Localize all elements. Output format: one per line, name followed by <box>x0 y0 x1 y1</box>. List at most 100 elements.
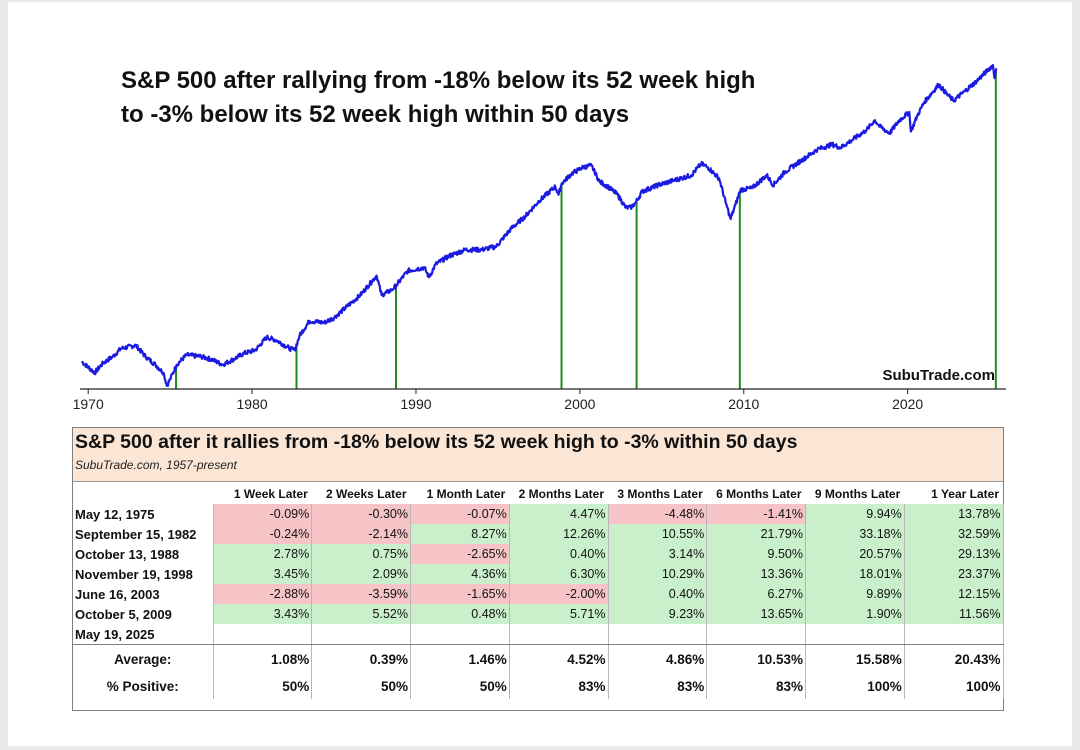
summary-cell: 100% <box>805 673 905 699</box>
col-header: 1 Week Later <box>233 487 308 501</box>
summary-label: Average: <box>73 644 214 673</box>
return-cell: 1.90% <box>805 604 905 624</box>
summary-label: % Positive: <box>73 673 214 699</box>
summary-cell: 15.58% <box>805 644 905 673</box>
return-cell: -0.07% <box>410 504 510 524</box>
row-date: September 15, 1982 <box>73 524 214 544</box>
x-axis-ticks: 1970 1980 1990 2000 2010 2020 <box>73 389 923 412</box>
row-date: November 19, 1998 <box>73 564 214 584</box>
return-cell: 9.89% <box>805 584 905 604</box>
summary-cell: 83% <box>608 673 708 699</box>
summary-cell: 4.86% <box>608 644 708 673</box>
x-tick-label: 1980 <box>237 396 268 412</box>
return-cell: 0.75% <box>311 544 411 564</box>
return-cell: 20.57% <box>805 544 905 564</box>
return-cell <box>706 624 806 645</box>
percent-positive-row: % Positive: 50% 50% 50% 83% 83% 83% 100% 100% <box>73 673 1004 699</box>
return-cell: 29.13% <box>904 544 1004 564</box>
return-cell: 10.55% <box>608 524 708 544</box>
summary-cell: 0.39% <box>311 644 411 673</box>
return-cell: 2.78% <box>213 544 313 564</box>
average-row: Average: 1.08% 0.39% 1.46% 4.52% 4.86% 10.53% 1… <box>73 644 1004 673</box>
return-cell: 3.14% <box>608 544 708 564</box>
corner-cell <box>73 482 213 504</box>
return-cell: 5.71% <box>509 604 609 624</box>
summary-cell: 1.46% <box>410 644 510 673</box>
table-row: October 13, 1988 2.78% 0.75% -2.65% 0.40% 3.1… <box>73 544 1004 564</box>
return-cell <box>410 624 510 645</box>
return-cell: 4.47% <box>509 504 609 524</box>
col-header: 2 Months Later <box>518 487 604 501</box>
summary-cell: 50% <box>311 673 411 699</box>
return-cell: 6.30% <box>509 564 609 584</box>
return-cell: 18.01% <box>805 564 905 584</box>
summary-cell: 100% <box>904 673 1004 699</box>
returns-table: 1 Week Later 2 Weeks Later 1 Month Later… <box>73 482 1004 699</box>
return-cell: -1.65% <box>410 584 510 604</box>
return-cell: -3.59% <box>311 584 411 604</box>
return-cell <box>509 624 609 645</box>
return-cell: 9.23% <box>608 604 708 624</box>
return-cell: 3.45% <box>213 564 313 584</box>
col-header: 1 Month Later <box>426 487 506 501</box>
row-date: May 12, 1975 <box>73 504 214 524</box>
col-header: 3 Months Later <box>617 487 703 501</box>
returns-table-panel: S&P 500 after it rallies from -18% below… <box>72 427 1004 711</box>
return-cell <box>904 624 1004 645</box>
sp500-line-chart: S&P 500 after rallying from -18% below i… <box>73 63 1006 412</box>
summary-cell: 10.53% <box>706 644 806 673</box>
content-card: S&P 500 after rallying from -18% below i… <box>8 2 1072 746</box>
return-cell: 32.59% <box>904 524 1004 544</box>
x-tick-label: 1990 <box>400 396 431 412</box>
return-cell: 9.94% <box>805 504 905 524</box>
return-cell: 0.40% <box>608 584 708 604</box>
table-row: May 19, 2025 <box>73 624 1004 645</box>
summary-cell: 1.08% <box>213 644 313 673</box>
col-header: 1 Year Later <box>931 487 999 501</box>
chart-title-line-1: S&P 500 after rallying from -18% below i… <box>121 67 755 94</box>
return-cell <box>213 624 313 645</box>
return-cell: 33.18% <box>805 524 905 544</box>
summary-cell: 4.52% <box>509 644 609 673</box>
col-header: 6 Months Later <box>716 487 802 501</box>
return-cell: 5.52% <box>311 604 411 624</box>
return-cell: -2.14% <box>311 524 411 544</box>
summary-cell: 20.43% <box>904 644 1004 673</box>
return-cell: 0.40% <box>509 544 609 564</box>
return-cell: 0.48% <box>410 604 510 624</box>
return-cell: 4.36% <box>410 564 510 584</box>
return-cell: -4.48% <box>608 504 708 524</box>
return-cell: 11.56% <box>904 604 1004 624</box>
return-cell: 8.27% <box>410 524 510 544</box>
x-tick-label: 1970 <box>73 396 104 412</box>
return-cell: -2.65% <box>410 544 510 564</box>
chart-watermark: SubuTrade.com <box>882 367 995 384</box>
return-cell: 2.09% <box>311 564 411 584</box>
summary-cell: 83% <box>706 673 806 699</box>
table-row: September 15, 1982 -0.24% -2.14% 8.27% 12.26… <box>73 524 1004 544</box>
return-cell <box>608 624 708 645</box>
chart-title-line-2: to -3% below its 52 week high within 50 … <box>121 101 629 128</box>
summary-cell: 50% <box>410 673 510 699</box>
sp500-series-line <box>80 63 998 387</box>
table-row: October 5, 2009 3.43% 5.52% 0.48% 5.71% 9.23%… <box>73 604 1004 624</box>
return-cell: -1.41% <box>706 504 806 524</box>
return-cell: -2.88% <box>213 584 313 604</box>
return-cell: 13.78% <box>904 504 1004 524</box>
table-row: November 19, 1998 3.45% 2.09% 4.36% 6.30% 10.… <box>73 564 1004 584</box>
col-header: 9 Months Later <box>814 487 901 501</box>
return-cell: -2.00% <box>509 584 609 604</box>
return-cell: -0.30% <box>311 504 411 524</box>
x-tick-label: 2000 <box>564 396 595 412</box>
x-tick-label: 2010 <box>728 396 759 412</box>
col-header: 2 Weeks Later <box>326 487 407 501</box>
table-body: May 12, 1975 -0.09% -0.30% -0.07% 4.47% -4.48… <box>73 504 1004 699</box>
signal-lines <box>175 70 997 389</box>
table-header-band: S&P 500 after it rallies from -18% below… <box>73 428 1003 482</box>
row-date: October 13, 1988 <box>73 544 214 564</box>
return-cell: 21.79% <box>706 524 806 544</box>
row-date: May 19, 2025 <box>73 624 214 645</box>
table-column-headers: 1 Week Later 2 Weeks Later 1 Month Later… <box>73 482 1003 504</box>
table-row: June 16, 2003 -2.88% -3.59% -1.65% -2.00% 0.4… <box>73 584 1004 604</box>
return-cell: 10.29% <box>608 564 708 584</box>
